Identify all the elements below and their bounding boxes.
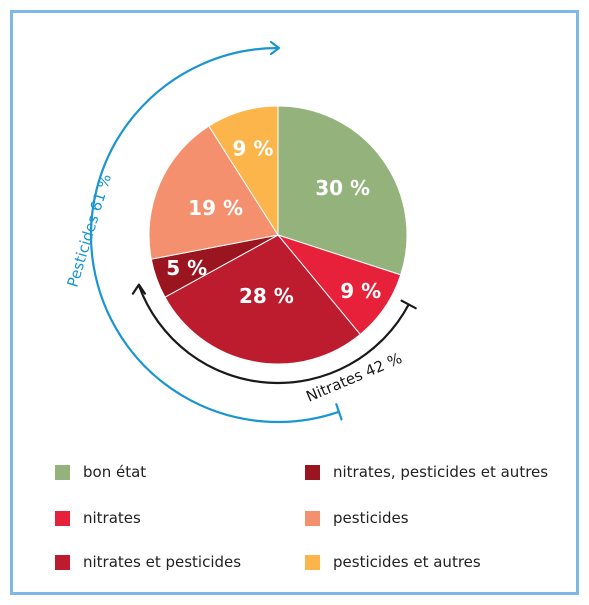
nitrates-arrowhead bbox=[131, 283, 146, 295]
legend-swatch bbox=[305, 510, 320, 526]
legend-item-pesticides-et-autres: pesticides et autres bbox=[305, 552, 481, 572]
pesticides-arrowhead bbox=[269, 40, 281, 56]
pesticides-arc bbox=[89, 46, 340, 424]
legend-label: bon état bbox=[83, 463, 147, 481]
pie-slice-pesticides-et-autres bbox=[208, 105, 279, 237]
pesticides-arc-end-tick bbox=[335, 403, 343, 421]
pie-slice-pesticides bbox=[148, 125, 279, 260]
legend-label: nitrates, pesticides et autres bbox=[333, 463, 549, 481]
legend-item-bon-etat: bon état bbox=[55, 462, 146, 482]
slice-label-pesticides: 19 % bbox=[188, 196, 243, 220]
legend-item-pesticides: pesticides bbox=[305, 508, 409, 528]
legend-label: nitrates bbox=[83, 509, 141, 527]
legend-item-nitrates: nitrates bbox=[55, 508, 141, 528]
legend-swatch bbox=[55, 464, 70, 480]
pie-slice-bon-etat bbox=[277, 105, 408, 276]
pie-slice-nitrates-et-pesticides bbox=[164, 234, 361, 365]
nitrates-arc bbox=[137, 284, 410, 385]
slice-label-nitrates-et-pesticides: 28 % bbox=[239, 284, 294, 308]
legend-swatch bbox=[305, 554, 320, 570]
slice-label-bon-etat: 30 % bbox=[315, 176, 370, 200]
legend-label: nitrates et pesticides bbox=[83, 553, 242, 571]
slice-label-pesticides-et-autres: 9 % bbox=[232, 137, 273, 161]
chart-frame bbox=[10, 10, 579, 595]
legend-swatch bbox=[305, 464, 320, 480]
slice-label-nitrates: 9 % bbox=[340, 279, 381, 303]
pesticides-arc-label: Pesticides 61 % bbox=[63, 172, 115, 290]
legend-swatch bbox=[55, 554, 70, 570]
legend-swatch bbox=[55, 510, 70, 526]
slice-label-nitrates-pesticides-et-autres: 5 % bbox=[166, 256, 207, 280]
legend-item-nitrates-et-pesticides: nitrates et pesticides bbox=[55, 552, 241, 572]
legend-label: pesticides bbox=[333, 509, 409, 527]
legend-label: pesticides et autres bbox=[333, 553, 481, 571]
legend-item-nitrates-pesticides-et-autres: nitrates, pesticides et autres bbox=[305, 462, 548, 482]
nitrates-arc-start-tick bbox=[400, 299, 417, 310]
